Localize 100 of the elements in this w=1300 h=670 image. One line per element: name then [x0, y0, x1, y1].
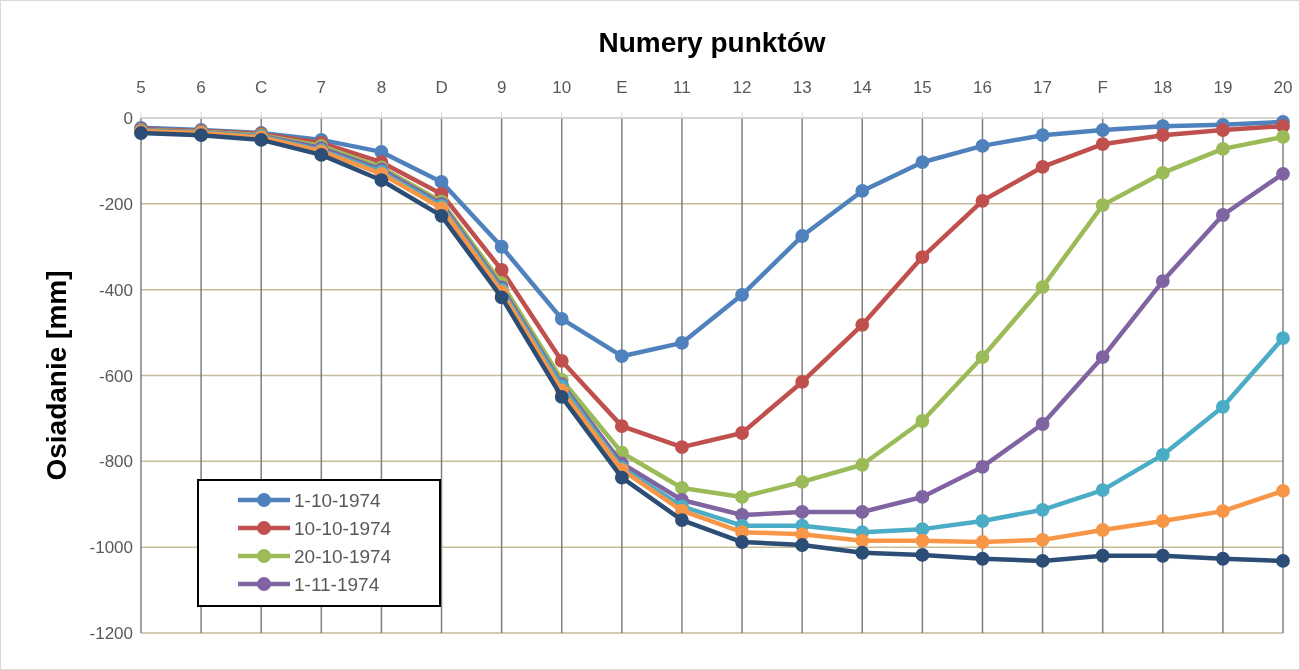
x-tick-label: 16 [973, 78, 992, 97]
point [855, 533, 870, 548]
x-tick-label: 5 [136, 78, 146, 97]
point [975, 139, 990, 153]
point [554, 390, 569, 404]
point [975, 193, 990, 208]
point [675, 513, 689, 528]
point [915, 522, 930, 537]
legend-label: 1-11-1974 [294, 574, 380, 595]
point [855, 317, 870, 332]
point [1276, 129, 1290, 144]
point [915, 155, 930, 170]
point [1155, 274, 1170, 288]
point [975, 535, 990, 549]
x-tick-label: 7 [316, 78, 327, 97]
point [915, 548, 930, 562]
point [1095, 137, 1110, 152]
point [614, 419, 629, 434]
point [1215, 399, 1230, 414]
legend-label: 20-10-1974 [294, 546, 392, 567]
point [1276, 554, 1290, 568]
point [855, 545, 870, 560]
point [494, 290, 509, 305]
point [1035, 160, 1050, 174]
point [855, 505, 870, 519]
point [1035, 554, 1050, 568]
point [735, 287, 749, 302]
point [554, 354, 569, 368]
y-tick-label: -600 [98, 366, 133, 386]
y-tick-label: -1000 [89, 538, 133, 558]
point [975, 460, 990, 474]
point [1215, 142, 1230, 156]
point [1215, 208, 1230, 222]
point [494, 263, 509, 277]
x-tick-label: 9 [496, 78, 507, 97]
y-tick-label: -1200 [89, 624, 133, 643]
x-tick-label: 10 [552, 78, 572, 97]
x-tick-label: 19 [1213, 78, 1233, 97]
point [1155, 448, 1170, 462]
point [855, 184, 870, 198]
point [735, 426, 749, 440]
point [614, 470, 629, 485]
y-tick-label: 0 [123, 109, 133, 128]
point [494, 239, 509, 254]
point [1276, 331, 1290, 346]
point [795, 475, 810, 489]
x-tick-label: 6 [196, 78, 206, 97]
x-tick-label: 20 [1273, 78, 1293, 97]
point [1035, 280, 1050, 294]
point [1155, 548, 1170, 563]
point [735, 490, 749, 504]
legend-label: 10-10-1974 [294, 518, 392, 539]
x-tick-label: 18 [1153, 78, 1173, 97]
point [434, 175, 449, 189]
x-tick-label: C [255, 78, 268, 97]
y-tick-label: -400 [98, 280, 133, 300]
x-tick-label: 13 [792, 78, 812, 97]
point [1095, 123, 1110, 137]
point [1035, 417, 1050, 431]
point [1095, 548, 1110, 563]
x-tick-label: 17 [1033, 78, 1053, 97]
x-tick-label: 11 [673, 78, 691, 97]
y-tick-label: -800 [98, 452, 133, 472]
point [374, 173, 389, 188]
y-tick-label: -200 [98, 194, 133, 214]
x-tick-label: F [1097, 78, 1108, 97]
point [975, 551, 990, 566]
point [975, 514, 990, 528]
point [1276, 484, 1290, 498]
point [1095, 198, 1110, 213]
point [795, 505, 810, 519]
point [1035, 502, 1050, 517]
point [1276, 166, 1290, 181]
point [795, 538, 810, 552]
legend-label: 1-10-1974 [294, 490, 382, 511]
x-tick-label: 14 [852, 78, 872, 97]
point [795, 229, 810, 243]
x-tick-label: E [616, 78, 628, 97]
point [915, 533, 930, 548]
x-axis-title: Numery punktów [598, 27, 826, 58]
point [915, 250, 930, 264]
point [554, 311, 569, 326]
point [1215, 123, 1230, 137]
x-tick-label: 8 [376, 78, 387, 97]
point [735, 535, 749, 549]
point [675, 440, 689, 455]
point [1035, 128, 1050, 143]
point [614, 349, 629, 364]
point [975, 350, 990, 364]
point [855, 457, 870, 472]
point [1035, 532, 1050, 547]
point [1155, 128, 1170, 143]
point [1215, 551, 1230, 566]
x-tick-label: 15 [912, 78, 932, 97]
point [1155, 166, 1170, 180]
point [915, 490, 930, 504]
point [434, 208, 449, 223]
point [795, 375, 810, 389]
point [1155, 514, 1170, 528]
point [314, 148, 329, 162]
